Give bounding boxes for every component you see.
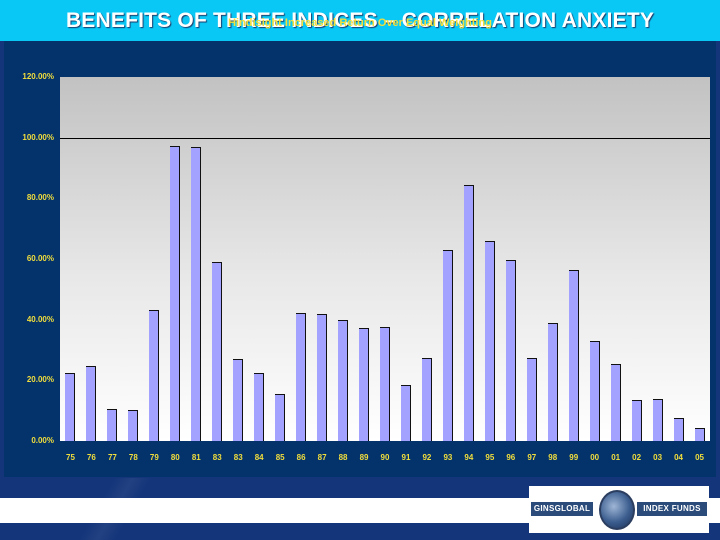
x-tick-label: 98 — [548, 453, 558, 462]
y-tick-label: 20.00% — [26, 375, 54, 385]
x-tick-label: 05 — [695, 453, 704, 462]
x-tick-label: 94 — [464, 453, 474, 462]
chart-title: Hindisight Increased Return Over Equal W… — [228, 17, 492, 29]
bar-03 — [652, 398, 663, 441]
x-tick-label: 83 — [212, 453, 222, 462]
x-tick-label: 99 — [569, 453, 579, 462]
bar-77 — [107, 409, 118, 441]
bar-84 — [254, 373, 265, 441]
bar-05 — [694, 427, 705, 441]
x-tick-label: 83 — [233, 453, 243, 462]
bar-91 — [400, 384, 411, 441]
bar-87 — [317, 313, 328, 441]
y-tick-label: 80.00% — [26, 193, 54, 203]
bar-78 — [128, 410, 139, 441]
bar-75 — [65, 373, 76, 441]
bar-76 — [86, 366, 97, 441]
x-tick-label: 75 — [66, 453, 75, 462]
bar-01 — [610, 363, 621, 441]
x-tick-label: 84 — [254, 453, 264, 462]
bar-93 — [442, 249, 453, 441]
ginsglobal-logo: GINSGLOBAL INDEX FUNDS — [529, 486, 709, 533]
bar-80 — [170, 145, 181, 441]
x-tick-label: 02 — [632, 453, 642, 462]
x-tick-label: 79 — [149, 453, 159, 462]
bar-00 — [589, 340, 600, 441]
x-tick-label: 95 — [485, 453, 495, 462]
x-tick-label: 85 — [275, 453, 285, 462]
x-tick-label: 86 — [296, 453, 306, 462]
bar-96 — [505, 259, 516, 441]
bar-86 — [296, 313, 307, 441]
bar-88 — [338, 319, 349, 441]
x-tick-label: 78 — [128, 453, 138, 462]
x-tick-label: 90 — [380, 453, 390, 462]
x-tick-label: 76 — [86, 453, 96, 462]
x-tick-label: 96 — [506, 453, 516, 462]
globe-icon — [599, 490, 635, 530]
bar-97 — [526, 357, 537, 441]
reference-line-100 — [60, 137, 710, 139]
bar-81 — [191, 146, 202, 441]
y-tick-label: 60.00% — [26, 254, 54, 263]
logo-right-text: INDEX FUNDS — [637, 502, 707, 516]
bar-89 — [359, 327, 370, 441]
x-tick-label: 03 — [653, 453, 663, 462]
x-tick-label: 91 — [401, 453, 411, 462]
bar-83 — [212, 262, 223, 441]
x-tick-label: 92 — [422, 453, 432, 462]
bar-04 — [673, 417, 684, 441]
x-tick-label: 87 — [317, 453, 327, 462]
bar-92 — [421, 357, 432, 441]
x-tick-label: 77 — [107, 453, 117, 462]
bar-95 — [484, 240, 495, 441]
logo-left-text: GINSGLOBAL — [531, 502, 593, 516]
bar-02 — [631, 400, 642, 441]
x-tick-label: 80 — [170, 453, 180, 462]
x-tick-label: 89 — [359, 453, 369, 462]
title-bar — [0, 0, 720, 41]
bar-94 — [463, 184, 474, 441]
bar-85 — [275, 393, 286, 441]
y-tick-label: 120.00% — [22, 72, 54, 81]
bar-79 — [149, 309, 160, 441]
x-tick-label: 04 — [674, 453, 683, 462]
x-tick-label: 00 — [590, 453, 600, 462]
x-tick-label: 01 — [611, 453, 621, 462]
y-tick-label: 100.00% — [22, 132, 54, 142]
bar-83 — [233, 359, 244, 441]
bar-99 — [568, 269, 579, 441]
y-tick-label: 40.00% — [26, 314, 54, 324]
slide-title: BENEFITS OF THREE INDICES – CORRELATION … — [65, 9, 655, 32]
plot-area — [60, 77, 710, 441]
x-tick-label: 97 — [527, 453, 537, 462]
x-tick-label: 81 — [191, 453, 201, 462]
bar-98 — [547, 323, 558, 441]
x-tick-label: 93 — [443, 453, 453, 462]
y-tick-label: 0.00% — [31, 436, 54, 445]
x-tick-label: 88 — [338, 453, 348, 462]
bar-90 — [380, 326, 390, 441]
